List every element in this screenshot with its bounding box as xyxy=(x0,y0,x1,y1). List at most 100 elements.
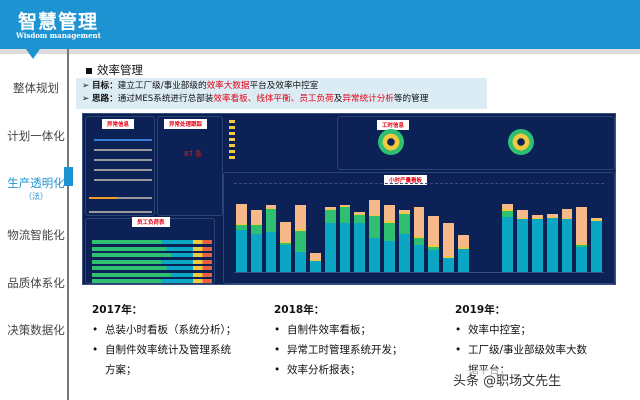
employee-load-row xyxy=(92,279,212,283)
hourly-bar-segment xyxy=(591,220,602,272)
hourly-bar-segment xyxy=(310,261,321,272)
header-divider xyxy=(0,49,640,54)
hourly-bar-segment xyxy=(532,214,543,218)
hourly-bar-segment xyxy=(295,252,306,272)
panel-hourly-output: 小时产量看板 xyxy=(223,172,615,284)
hourly-bar-segment xyxy=(310,252,321,260)
hourly-bar-segment xyxy=(354,215,366,223)
plan-2017: 2017年： 总装小时看板（系统分析）；自制件效率统计及管理系统方案； xyxy=(92,300,237,380)
plan-year: 2017年： xyxy=(92,304,143,316)
hourly-bar-segment xyxy=(576,206,588,244)
page-subtitle: Wisdom management xyxy=(16,31,101,40)
hourly-bar-segment xyxy=(250,210,262,224)
hourly-bar-segment xyxy=(517,217,528,219)
hourly-bar-segment xyxy=(428,246,440,250)
header-bar xyxy=(0,0,640,49)
hourly-bar-segment xyxy=(310,259,321,262)
plan-2019: 2019年： 效率中控室；工厂级/事业部级效率大数据平台； xyxy=(455,300,590,380)
hourly-bar-segment xyxy=(428,245,440,247)
hourly-bar-segment xyxy=(546,216,558,218)
sidebar-item-overall-planning[interactable]: 整体规划 xyxy=(13,81,59,95)
panel-title: 异常处理跟踪 xyxy=(164,119,208,129)
sidebar-item-quality[interactable]: 品质体系化 xyxy=(7,276,65,290)
hourly-bar-segment xyxy=(428,249,440,272)
sidebar-item-plan-integration[interactable]: 计划一体化 xyxy=(7,129,65,143)
hourly-bar-segment xyxy=(384,204,395,222)
hourly-bar-segment xyxy=(339,207,351,223)
hourly-bar-segment xyxy=(546,218,558,272)
sidebar-item-production-transparency[interactable]: 生产透明化 （法） xyxy=(6,175,66,202)
hourly-bar-segment xyxy=(398,210,410,213)
hourly-bar-segment xyxy=(591,217,602,220)
approach-line: ➢ 思路：通过MES系统进行总部装效率看板、线体平衡、员工负荷及异常统计分析等的… xyxy=(82,94,429,104)
plan-item: 效率分析报表； xyxy=(274,360,403,380)
hourly-bar-segment xyxy=(561,218,573,272)
hourly-bar-segment xyxy=(265,204,277,208)
hourly-bar-segment xyxy=(250,223,262,226)
sidebar-item-logistics[interactable]: 物流智能化 xyxy=(7,228,65,242)
hourly-bar-segment xyxy=(443,256,454,258)
hourly-bar-segment xyxy=(339,205,351,208)
panel-title: 员工负荷表 xyxy=(132,217,170,227)
hourly-bar-segment xyxy=(339,204,351,206)
plan-year: 2018年： xyxy=(274,304,325,316)
plan-item: 自制件效率统计及管理系统方案； xyxy=(92,340,237,380)
panel-kpi xyxy=(225,116,335,170)
hourly-bar-segment xyxy=(546,213,558,217)
hourly-bar-segment xyxy=(280,241,292,244)
panel-title: 工时信息 xyxy=(377,120,410,130)
hourly-bar-segment xyxy=(413,206,425,237)
hourly-bar-segment xyxy=(458,247,469,249)
panel-title: 异常信息 xyxy=(102,119,135,129)
hourly-bar-segment xyxy=(280,222,292,242)
hourly-bar-segment xyxy=(354,213,366,216)
page-title: 智慧管理 xyxy=(18,11,99,33)
plan-2018: 2018年： 自制件效率看板；异常工时管理系统开发；效率分析报表； xyxy=(274,300,403,380)
hourly-bar-segment xyxy=(398,212,410,214)
hourly-bar-segment xyxy=(369,200,380,215)
hourly-bar-segment xyxy=(502,209,514,211)
hourly-bar-segment xyxy=(324,206,336,209)
hourly-bar-segment xyxy=(265,209,277,233)
sidebar-item-sub: （法） xyxy=(24,192,48,201)
employee-load-row xyxy=(92,272,212,277)
hourly-bar-segment xyxy=(369,237,380,272)
panel-employee-load: 员工负荷表 xyxy=(85,217,215,286)
hourly-bar-segment xyxy=(236,204,247,224)
hourly-bar-segment xyxy=(236,225,247,230)
plan-item: 自制件效率看板； xyxy=(274,320,403,340)
watermark: 头条 @职场文先生 xyxy=(453,370,562,389)
employee-load-bars xyxy=(92,240,212,286)
hourly-bar-segment xyxy=(295,229,306,231)
panel-exception-info: 异常信息 xyxy=(85,116,155,216)
hourly-bar-segment xyxy=(502,210,514,218)
hourly-bar-segment xyxy=(561,209,573,218)
plan-year: 2019年： xyxy=(455,304,506,316)
hourly-bar-segment xyxy=(384,222,395,241)
sidebar-item-decision[interactable]: 决策数据化 xyxy=(7,323,65,337)
hourly-bar-segment xyxy=(591,219,602,221)
hourly-bar-segment xyxy=(324,208,336,210)
hourly-bar-segment xyxy=(458,234,469,248)
hourly-bar-segment xyxy=(369,214,380,217)
panel-title: 小时产量看板 xyxy=(384,175,428,185)
hourly-bar-segment xyxy=(354,222,366,272)
employee-load-row xyxy=(92,266,212,270)
goal-box: ➢ 目标：建立工厂级/事业部级的效率大数据平台及效率中控室 ➢ 思路：通过MES… xyxy=(76,78,487,109)
header-pointer xyxy=(26,49,40,59)
dashboard-screenshot: 异常信息 异常处理跟踪 87 条 工时信息 员工负荷表 小时产量看板 xyxy=(82,113,616,285)
hourly-bar-segment xyxy=(250,234,262,272)
section-title: 效率管理 xyxy=(86,62,143,78)
hourly-bar-segment xyxy=(265,207,277,209)
hourly-bar-segment xyxy=(236,223,247,226)
plan-item: 总装小时看板（系统分析）； xyxy=(92,320,237,340)
hourly-bar-segment xyxy=(250,225,262,235)
hourly-bar-segment xyxy=(428,215,440,246)
hourly-bar-segment xyxy=(295,230,306,253)
hourly-bar-segment xyxy=(398,234,410,272)
hourly-bar-segment xyxy=(502,204,514,210)
hourly-bar-segment xyxy=(369,216,380,238)
employee-load-row xyxy=(92,253,212,257)
employee-load-row xyxy=(92,259,212,264)
kpi-icons xyxy=(229,120,235,160)
